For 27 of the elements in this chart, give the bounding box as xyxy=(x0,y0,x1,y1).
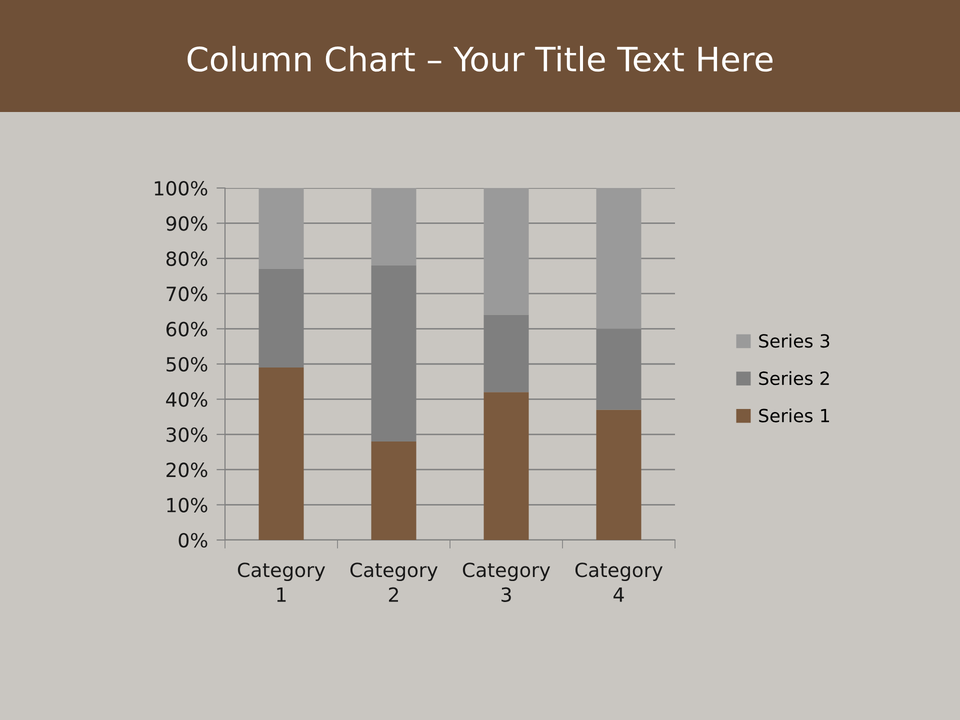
bar xyxy=(484,392,529,540)
legend-label: Series 3 xyxy=(759,334,830,348)
x-tick-label: Category 1 xyxy=(238,562,326,602)
y-tick-label: 50% xyxy=(166,356,208,372)
legend-label: Series 1 xyxy=(759,408,829,422)
chart-title: Column Chart – Your Title Text Here xyxy=(188,46,772,72)
y-tick-label: 60% xyxy=(166,322,208,336)
x-tick-label: Category 4 xyxy=(575,562,663,602)
y-tick-label: 10% xyxy=(167,498,208,512)
y-tick-label: 90% xyxy=(166,216,208,231)
y-tick-label: 0% xyxy=(178,532,208,548)
y-tick-label: 70% xyxy=(166,286,208,302)
y-tick-label: 20% xyxy=(166,462,208,478)
bar xyxy=(484,188,529,315)
bar xyxy=(371,188,416,266)
y-tick-label: 40% xyxy=(166,392,208,407)
bar xyxy=(596,410,642,540)
x-tick-label: Category 2 xyxy=(350,562,438,602)
x-tick-label: Category 3 xyxy=(462,562,550,602)
y-tick-label: 100% xyxy=(154,180,208,196)
bar xyxy=(258,188,304,269)
y-tick-label: 80% xyxy=(166,251,208,266)
bar xyxy=(258,368,304,540)
bar xyxy=(596,188,642,329)
y-tick-label: 30% xyxy=(166,427,208,442)
legend-label: Series 2 xyxy=(759,371,829,386)
bar xyxy=(371,441,416,540)
